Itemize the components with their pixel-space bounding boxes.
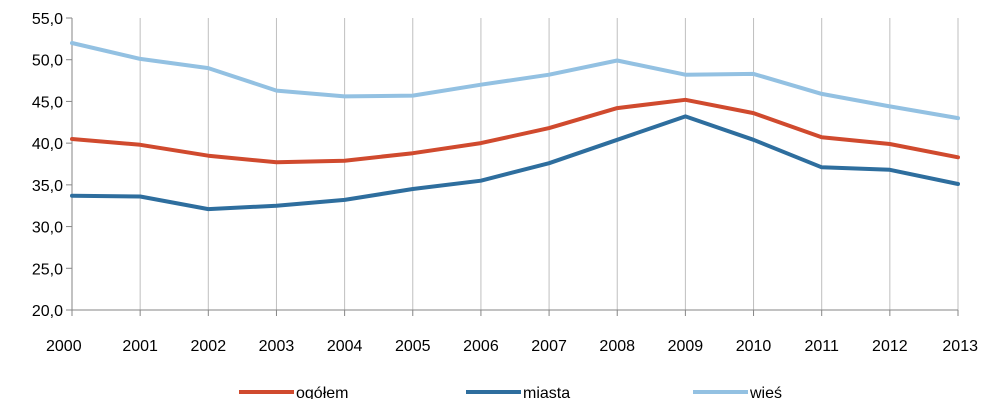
x-tick-label: 2011 <box>804 338 839 355</box>
x-tick-label: 2008 <box>599 338 635 355</box>
series-line-2 <box>70 114 960 212</box>
x-tick-label: 2002 <box>191 338 227 355</box>
x-tick-label: 2012 <box>872 338 908 355</box>
x-tick-label: 2001 <box>122 338 158 355</box>
grid-lines <box>139 18 959 310</box>
y-tick-label: 25,0 <box>32 261 63 278</box>
x-axis-tick-labels: 2000 2001 2002 2003 2004 2005 2006 2007 2008 2009… <box>46 338 978 355</box>
y-tick-label: 40,0 <box>32 136 63 153</box>
series-line-3 <box>70 41 960 121</box>
y-tick-label: 55,0 <box>32 11 63 28</box>
axes <box>66 17 959 316</box>
y-tick-label: 30,0 <box>32 220 63 237</box>
y-tick-label: 35,0 <box>32 178 63 195</box>
x-tick-label: 2006 <box>463 338 499 355</box>
x-tick-label: 2000 <box>46 338 82 355</box>
x-tick-label: 2004 <box>327 338 363 355</box>
x-tick-label: 2013 <box>942 338 978 355</box>
legend: ogółem miasta wieś <box>239 385 782 399</box>
legend-label-3: wieś <box>749 385 782 399</box>
x-tick-label: 2009 <box>668 338 704 355</box>
y-tick-label: 45,0 <box>32 94 63 111</box>
series-line-1 <box>70 97 960 165</box>
series-lines <box>70 41 960 212</box>
y-tick-label: 20,0 <box>32 303 63 320</box>
legend-label-1: ogółem <box>296 385 348 399</box>
y-tick-label: 50,0 <box>32 53 63 70</box>
y-axis-tick-labels: 20,0 25,0 30,0 35,0 40,0 45,0 50,0 55,0 <box>32 11 63 320</box>
legend-label-2: miasta <box>523 385 570 399</box>
x-tick-label: 2005 <box>395 338 431 355</box>
x-tick-label: 2003 <box>259 338 295 355</box>
x-tick-label: 2007 <box>531 338 567 355</box>
x-tick-label: 2010 <box>736 338 772 355</box>
